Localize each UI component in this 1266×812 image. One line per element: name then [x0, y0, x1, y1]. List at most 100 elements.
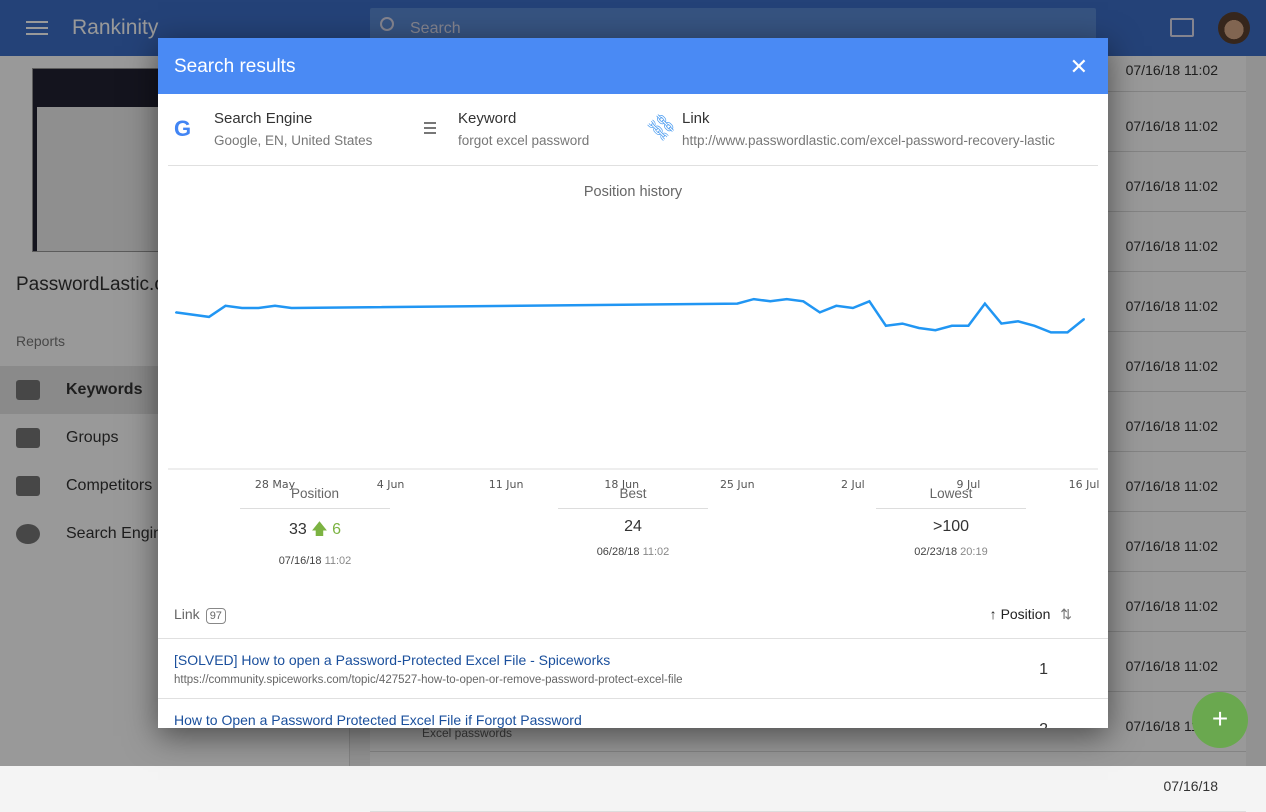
data-point[interactable] — [274, 304, 276, 307]
dialog-title: Search results — [158, 38, 1108, 94]
stat-date: 07/16/18 11:02 — [278, 555, 352, 567]
link-column-header: Link 97 — [174, 606, 226, 624]
result-position: 2 — [1039, 721, 1048, 728]
menu-icon[interactable] — [26, 21, 48, 35]
data-point[interactable] — [868, 300, 871, 303]
sidebar-item-label: Search Engin — [66, 525, 163, 542]
data-point[interactable] — [290, 307, 293, 309]
keywords-icon — [16, 380, 40, 400]
data-point[interactable] — [802, 300, 805, 303]
stat-best: Best 24 06/28/18 11:02 — [558, 486, 708, 558]
x-tick-label: 28 May — [255, 478, 296, 491]
data-point[interactable] — [917, 327, 920, 329]
stat-position: Position 33 🡅 6 07/16/18 11:02 — [240, 486, 390, 567]
sidebar-item-search-engines[interactable]: Search Engin — [0, 510, 350, 558]
engine-value: Google, EN, United States — [214, 133, 373, 148]
data-point[interactable] — [1049, 331, 1052, 334]
data-point[interactable] — [207, 315, 210, 318]
stat-lowest: Lowest >100 02/23/18 20:19 — [876, 486, 1026, 558]
arrow-up-icon: 🡅 — [311, 521, 328, 538]
chess-icon — [16, 476, 40, 496]
position-sort-header[interactable]: ↑ Position ⇅ — [989, 606, 1072, 622]
search-icon — [380, 17, 394, 31]
x-tick-label: 11 Jun — [489, 478, 524, 491]
data-point[interactable] — [884, 324, 887, 327]
arrow-up-icon: ↑ — [989, 606, 997, 622]
data-point[interactable] — [818, 311, 821, 314]
x-tick-label: 4 Jun — [377, 478, 405, 491]
result-title[interactable]: [SOLVED] How to open a Password-Protecte… — [174, 652, 611, 668]
data-point[interactable] — [835, 304, 838, 307]
search-engine-icon — [16, 524, 40, 544]
x-tick-label: 16 Jul — [1069, 478, 1100, 491]
avatar[interactable] — [1218, 12, 1250, 44]
data-point[interactable] — [851, 307, 854, 309]
folder-icon[interactable] — [1170, 18, 1194, 37]
search-results-dialog: Search results ✕ G Search Engine Google, … — [158, 38, 1108, 728]
search-engine-info: Search Engine Google, EN, United States — [214, 110, 372, 148]
result-row[interactable]: [SOLVED] How to open a Password-Protecte… — [158, 638, 1108, 698]
info-row: G Search Engine Google, EN, United States… — [168, 94, 1098, 166]
row-date: 07/16/18 11:02 — [1125, 178, 1218, 194]
sidebar-item-label: Groups — [66, 429, 119, 446]
chart-title: Position history — [583, 184, 683, 200]
sidebar-item-label: Keywords — [66, 381, 143, 398]
data-point[interactable] — [736, 302, 739, 305]
site-name: PasswordLastic.c — [16, 274, 164, 295]
data-point[interactable] — [240, 307, 243, 309]
data-point[interactable] — [950, 324, 953, 327]
app-title: Rankinity — [72, 16, 159, 39]
data-point[interactable] — [1033, 324, 1036, 327]
stat-date: 06/28/18 11:02 — [596, 546, 670, 558]
data-point[interactable] — [752, 298, 755, 301]
data-point[interactable] — [785, 298, 788, 301]
data-point[interactable] — [1083, 318, 1085, 321]
add-button[interactable]: + — [1192, 692, 1248, 748]
data-point[interactable] — [257, 307, 260, 309]
data-point[interactable] — [934, 329, 937, 332]
stat-label: Position — [240, 486, 390, 509]
data-point[interactable] — [967, 324, 970, 327]
sort-icon[interactable]: ⇅ — [1060, 606, 1072, 622]
result-row[interactable]: How to Open a Password Protected Excel F… — [158, 698, 1108, 728]
result-title[interactable]: How to Open a Password Protected Excel F… — [174, 712, 582, 728]
link-count-badge: 97 — [205, 608, 226, 624]
data-point[interactable] — [1000, 322, 1003, 325]
search-placeholder: Search — [410, 20, 461, 37]
stat-date: 02/23/18 20:19 — [914, 546, 988, 558]
x-tick-label: 2 Jul — [841, 478, 865, 491]
row-date: 07/16/18 — [1163, 778, 1219, 794]
result-position: 1 — [1039, 661, 1048, 678]
google-icon: G — [174, 116, 192, 141]
data-point[interactable] — [1066, 331, 1069, 334]
row-date: 07/16/18 11:02 — [1125, 358, 1218, 374]
sidebar-item-label: Competitors — [66, 477, 153, 494]
stat-label: Best — [558, 486, 708, 509]
keyword-icon — [424, 122, 436, 134]
x-tick-label: 9 Jul — [957, 478, 981, 491]
link-header-label: Link — [174, 606, 200, 622]
stat-label: Lowest — [876, 486, 1026, 509]
data-point[interactable] — [901, 322, 904, 325]
link-icon: ⛓ — [642, 107, 681, 146]
link-value[interactable]: http://www.passwordlastic.com/excel-pass… — [682, 133, 1055, 148]
row-date: 07/16/18 11:02 — [1125, 598, 1218, 614]
stat-value: >100 — [932, 518, 970, 535]
keyword-info: Keyword forgot excel password — [458, 110, 589, 148]
keyword-label: Keyword — [458, 110, 517, 127]
data-point[interactable] — [769, 300, 772, 303]
close-icon[interactable]: ✕ — [1069, 54, 1088, 79]
data-point[interactable] — [1016, 320, 1019, 323]
data-point[interactable] — [983, 302, 986, 305]
sidebar-item-competitors[interactable]: Competitors — [0, 462, 350, 510]
link-label: Link — [682, 110, 710, 127]
row-date: 07/16/18 11:02 — [1125, 538, 1218, 554]
data-point[interactable] — [224, 304, 227, 307]
sidebar-item-groups[interactable]: Groups — [0, 414, 350, 462]
row-date: 07/16/18 11:02 — [1125, 418, 1218, 434]
keyword-value: forgot excel password — [458, 133, 590, 148]
position-line — [175, 297, 1085, 334]
data-point[interactable] — [174, 311, 177, 314]
keyword-fragment: Excel passwords — [422, 726, 513, 740]
section-label: Reports — [16, 333, 66, 349]
